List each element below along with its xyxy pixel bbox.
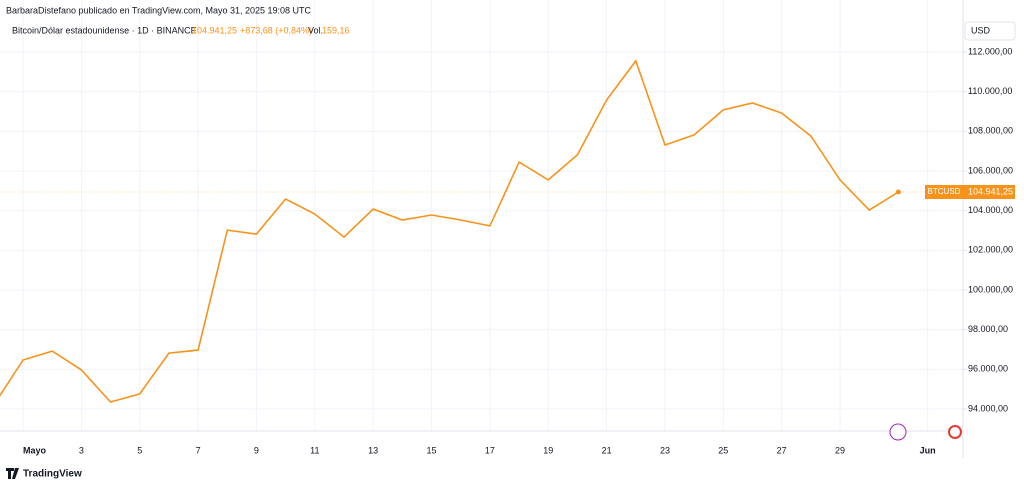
x-tick-label: 5	[137, 445, 142, 455]
price-tag	[963, 185, 1015, 200]
x-tick-label: 11	[310, 445, 319, 455]
ticker: BTCUSD	[928, 187, 961, 196]
price-tag-label: 104.941,25	[968, 186, 1013, 196]
x-tick-label: 17	[485, 445, 495, 455]
x-tick-label: 13	[368, 445, 378, 455]
x-tick-label: Jun	[920, 445, 936, 455]
volume-label: Vol.	[308, 25, 323, 35]
attribution: BarbaraDistefano publicado en TradingVie…	[6, 5, 312, 15]
last-price: 104.941,25	[192, 25, 237, 35]
currency-box[interactable]	[964, 21, 1016, 41]
x-tick-label: 27	[777, 445, 787, 455]
x-tick-label: 23	[660, 445, 670, 455]
y-tick-label: 104.000,00	[968, 205, 1013, 215]
grid	[0, 0, 963, 431]
y-tick-label: 108.000,00	[968, 126, 1013, 136]
x-tick-label: 21	[602, 445, 612, 455]
x-tick-label: 7	[196, 445, 201, 455]
x-tick-label: 29	[835, 445, 845, 455]
x-tick-label: Mayo	[23, 445, 47, 455]
y-tick-label: 106.000,00	[968, 165, 1013, 175]
y-tick-label: 98.000,00	[968, 324, 1008, 334]
y-tick-label: 112.000,00	[968, 46, 1012, 56]
x-tick-label: 9	[254, 445, 259, 455]
y-tick-label: 100.000,00	[968, 284, 1013, 294]
brand: TradingView	[23, 469, 82, 480]
x-tick-label: 25	[718, 445, 728, 455]
change: +873,68 (+0,84%)	[240, 25, 312, 35]
x-tick-label: 15	[427, 445, 437, 455]
currency: USD	[971, 25, 991, 35]
symbol: Bitcoin/Dólar estadounidense · 1D · BINA…	[12, 25, 197, 35]
y-tick-label: 94.000,00	[968, 403, 1008, 413]
flag-icon[interactable]	[948, 425, 962, 439]
logo	[6, 468, 19, 479]
ticker-tag	[925, 185, 963, 200]
x-tick-label: 19	[543, 445, 553, 455]
x-tick-label: 3	[79, 445, 84, 455]
last-point	[895, 189, 901, 195]
y-tick-label: 110.000,00	[968, 86, 1012, 96]
y-tick-label: 96.000,00	[968, 364, 1008, 374]
price-line	[0, 59, 899, 403]
events-icon[interactable]	[889, 423, 907, 441]
y-tick-label: 102.000,00	[968, 245, 1013, 255]
volume: 159,16	[322, 25, 350, 35]
